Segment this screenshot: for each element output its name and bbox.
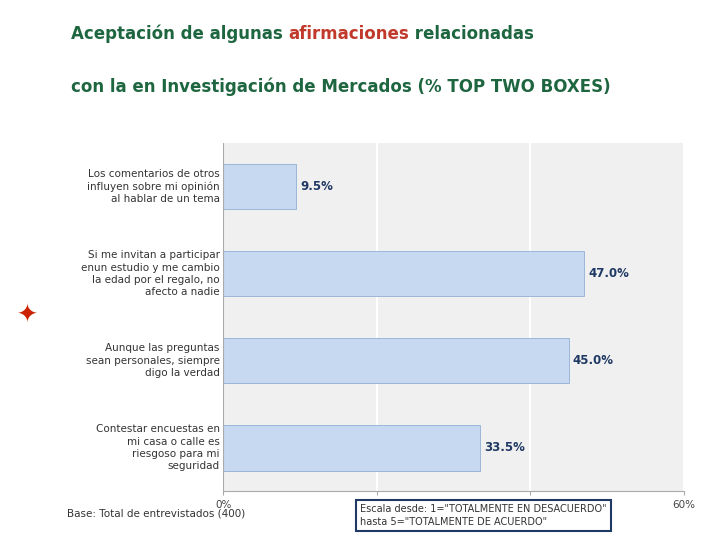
Text: 33.5%: 33.5% (485, 441, 525, 454)
Bar (223, 425, 480, 470)
Bar (223, 338, 569, 383)
Text: Escala desde: 1="TOTALMENTE EN DESACUERDO"
hasta 5="TOTALMENTE DE ACUERDO": Escala desde: 1="TOTALMENTE EN DESACUERD… (361, 504, 607, 527)
Text: Los comentarios de otros
influyen sobre mi opinión
al hablar de un tema: Los comentarios de otros influyen sobre … (87, 169, 220, 204)
Text: Contestar encuestas en
mi casa o calle es
riesgoso para mi
seguridad: Contestar encuestas en mi casa o calle e… (96, 424, 220, 471)
Text: 9.5%: 9.5% (300, 180, 333, 193)
Text: afirmaciones: afirmaciones (288, 25, 409, 43)
Text: Aceptación de algunas: Aceptación de algunas (71, 25, 288, 43)
Text: Si me invitan a participar
enun estudio y me cambio
la edad por el regalo, no
af: Si me invitan a participar enun estudio … (81, 250, 220, 298)
Text: relacionadas: relacionadas (409, 25, 534, 43)
Text: con la en Investigación de Mercados (% TOP TWO BOXES): con la en Investigación de Mercados (% T… (71, 77, 611, 96)
Bar (223, 251, 584, 296)
Text: Base: Total de entrevistados (400): Base: Total de entrevistados (400) (68, 508, 246, 518)
Text: Aunque las preguntas
sean personales, siempre
digo la verdad: Aunque las preguntas sean personales, si… (86, 343, 220, 378)
Text: ✦: ✦ (17, 304, 37, 328)
Text: 47.0%: 47.0% (588, 267, 629, 280)
Text: 45.0%: 45.0% (572, 354, 613, 367)
Bar (223, 164, 296, 210)
